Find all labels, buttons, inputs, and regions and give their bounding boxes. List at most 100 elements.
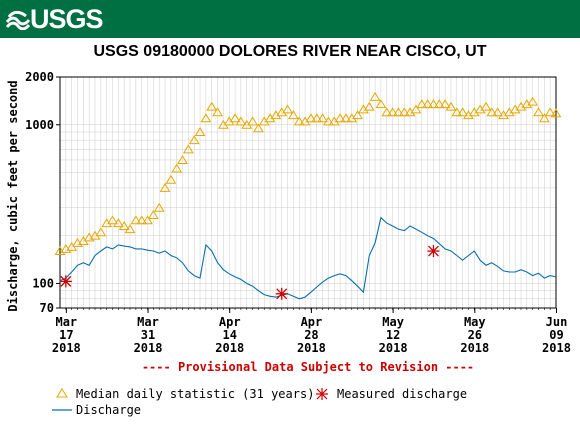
median-point (182, 144, 194, 154)
series (54, 91, 562, 300)
median-point (492, 107, 504, 117)
measured-point (275, 287, 288, 300)
median-point (194, 127, 206, 137)
median-point (200, 113, 212, 123)
median-point (212, 107, 223, 117)
median-point (112, 218, 124, 228)
plot-frame (59, 76, 557, 309)
x-tick-year: 2018 (134, 341, 163, 355)
median-point (393, 107, 404, 117)
x-tick-day: 12 (386, 328, 400, 342)
y-tick-label: 2000 (25, 70, 54, 84)
median-point (235, 116, 247, 126)
x-tick-year: 2018 (215, 341, 244, 355)
x-tick-year: 2018 (379, 341, 408, 355)
median-point (398, 107, 410, 117)
median-point (136, 215, 148, 225)
legend-measured-asterisk-icon (316, 388, 328, 400)
x-tick-day: 26 (468, 328, 482, 342)
median-point (305, 113, 317, 123)
median-point (369, 91, 381, 101)
median-point (480, 101, 492, 111)
median-point (328, 116, 340, 126)
x-tick-year: 2018 (297, 341, 326, 355)
provisional-note: ---- Provisional Data Subject to Revisio… (142, 360, 474, 374)
y-axis-label: Discharge, cubic feet per second (6, 80, 20, 311)
y-tick-label: 70 (40, 301, 54, 315)
x-tick-year: 2018 (52, 341, 81, 355)
median-point (363, 101, 375, 111)
median-point (352, 110, 363, 120)
median-point (142, 215, 153, 225)
median-point (282, 104, 293, 114)
x-tick-day: 28 (304, 328, 318, 342)
median-point (153, 202, 165, 212)
legend-median: Median daily statistic (31 years) (56, 387, 314, 401)
x-tick-month: Mar (55, 315, 77, 329)
x-tick-month: May (464, 315, 486, 329)
median-point (433, 99, 445, 109)
median-point (124, 224, 136, 234)
median-point (188, 135, 200, 145)
median-point (223, 116, 235, 126)
grid (60, 77, 556, 308)
x-tick-day: 17 (59, 328, 73, 342)
measured-point (427, 245, 440, 258)
median-point (550, 108, 562, 118)
x-tick-year: 2018 (460, 341, 489, 355)
median-point (159, 182, 171, 192)
median-point (334, 113, 346, 123)
median-point (439, 99, 451, 109)
y-tick-label: 1000 (25, 118, 54, 132)
median-point (229, 113, 241, 123)
median-point (323, 116, 334, 126)
x-tick-month: Apr (301, 315, 323, 329)
median-point (527, 96, 539, 106)
median-point (311, 113, 323, 123)
median-point (253, 123, 264, 133)
median-point (381, 107, 393, 117)
median-point (538, 113, 550, 123)
usgs-banner: USGS (0, 0, 580, 38)
legend-discharge: Discharge (52, 403, 141, 417)
x-tick-month: Mar (137, 315, 159, 329)
y-tick-label: 100 (32, 276, 54, 290)
median-point (445, 101, 457, 111)
chart-title: USGS 09180000 DOLORES RIVER NEAR CISCO, … (93, 43, 487, 60)
x-tick-day: 09 (549, 328, 563, 342)
median-point (247, 116, 258, 126)
median-point (375, 99, 387, 109)
median-point (451, 107, 463, 117)
legend-measured: Measured discharge (316, 387, 467, 401)
median-point (422, 99, 434, 109)
legend-median-triangle-icon (56, 388, 68, 398)
usgs-logo-icon (6, 10, 30, 30)
median-point (107, 215, 118, 225)
median-point (544, 107, 556, 117)
x-tick-day: 14 (222, 328, 236, 342)
median-point (293, 116, 305, 126)
x-axis: Mar172018Mar312018Apr142018Apr282018May1… (52, 308, 571, 355)
median-point (288, 110, 299, 120)
x-tick-month: Jun (546, 315, 568, 329)
x-tick-month: Apr (219, 315, 241, 329)
median-point (206, 101, 218, 111)
usgs-logo-text: USGS (30, 4, 104, 34)
median-point (147, 210, 159, 219)
x-tick-year: 2018 (542, 341, 571, 355)
legend-median-label: Median daily statistic (31 years) (76, 387, 314, 401)
legend-discharge-label: Discharge (76, 403, 141, 417)
y-axis: 2000 1000 100 70 (25, 70, 60, 315)
median-point (387, 107, 398, 117)
x-tick-month: May (382, 315, 404, 329)
legend-measured-label: Measured discharge (337, 387, 467, 401)
median-point (317, 113, 328, 123)
median-point (171, 163, 183, 173)
median-point (258, 116, 270, 126)
median-point (95, 227, 107, 237)
discharge-line (59, 216, 557, 300)
median-point (165, 174, 177, 184)
median-point (416, 99, 428, 109)
median-point (299, 116, 311, 126)
